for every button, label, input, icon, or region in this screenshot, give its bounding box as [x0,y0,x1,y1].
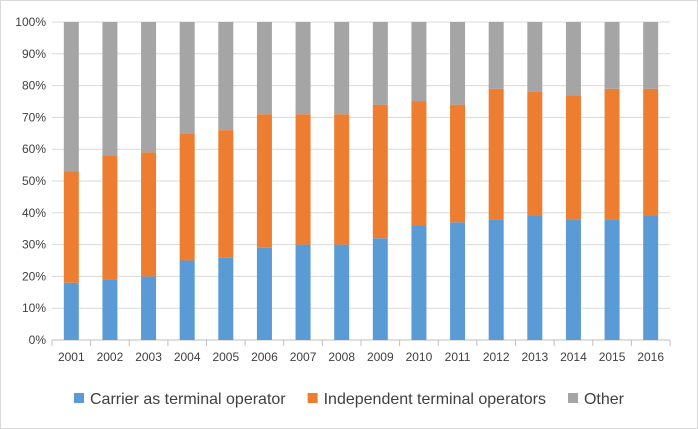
bar-independent-terminal-operators [295,114,311,245]
x-tick-label: 2007 [290,350,317,364]
bar-independent-terminal-operators [411,101,427,226]
bar-other [141,22,157,153]
y-tick-label: 10% [22,301,46,315]
bar-other [218,22,234,131]
bar-other [450,22,466,105]
y-tick-label: 50% [22,174,46,188]
bar-independent-terminal-operators [102,155,118,280]
bar-independent-terminal-operators [334,114,350,245]
bar-independent-terminal-operators [450,104,466,223]
bar-carrier-as-terminal-operator [565,219,581,340]
bar-other [565,22,581,96]
legend-swatch [73,393,84,403]
x-tick-label: 2014 [560,350,587,364]
x-tick-label: 2016 [637,350,664,364]
x-tick-label: 2009 [367,350,394,364]
bar-other [256,22,272,115]
bar-carrier-as-terminal-operator [643,215,659,340]
bar-carrier-as-terminal-operator [63,282,79,340]
bar-other [334,22,350,115]
bar-other [372,22,388,105]
y-tick-label: 30% [22,238,46,252]
bar-other [179,22,195,134]
bar-other [411,22,427,102]
x-tick-label: 2008 [328,350,355,364]
x-tick-label: 2015 [599,350,626,364]
y-tick-label: 0% [29,333,47,347]
x-tick-label: 2010 [406,350,433,364]
y-tick-label: 70% [22,110,46,124]
bar-carrier-as-terminal-operator [411,225,427,340]
bar-independent-terminal-operators [488,88,504,220]
bar-independent-terminal-operators [527,91,543,216]
x-tick-label: 2003 [135,350,162,364]
bar-other [488,22,504,89]
bar-carrier-as-terminal-operator [488,219,504,340]
x-tick-label: 2012 [483,350,510,364]
y-tick-label: 80% [22,79,46,93]
bar-independent-terminal-operators [565,95,581,220]
bar-other [102,22,118,156]
y-tick-label: 90% [22,47,46,61]
bar-independent-terminal-operators [63,171,79,283]
y-tick-label: 40% [22,206,46,220]
x-tick-label: 2004 [174,350,201,364]
y-tick-label: 100% [15,15,46,29]
bar-independent-terminal-operators [141,152,157,277]
x-tick-label: 2005 [212,350,239,364]
bar-independent-terminal-operators [256,114,272,248]
bar-independent-terminal-operators [372,104,388,239]
legend-label: Carrier as terminal operator [90,391,286,408]
bar-other [295,22,311,115]
bar-carrier-as-terminal-operator [295,244,311,340]
x-tick-label: 2006 [251,350,278,364]
legend-swatch [567,393,578,403]
bar-carrier-as-terminal-operator [102,279,118,340]
bar-carrier-as-terminal-operator [179,260,195,340]
bar-carrier-as-terminal-operator [372,238,388,340]
bar-carrier-as-terminal-operator [218,257,234,340]
legend-label: Other [584,391,625,408]
legend-swatch [307,393,318,403]
bar-independent-terminal-operators [643,88,659,216]
bar-carrier-as-terminal-operator [450,222,466,340]
bar-carrier-as-terminal-operator [527,215,543,340]
bar-carrier-as-terminal-operator [334,244,350,340]
y-tick-label: 60% [22,142,46,156]
bar-carrier-as-terminal-operator [256,247,272,340]
x-tick-label: 2001 [58,350,85,364]
bar-carrier-as-terminal-operator [604,219,620,340]
legend-label: Independent terminal operators [324,391,546,408]
bar-other [604,22,620,89]
x-tick-label: 2011 [445,350,471,364]
bar-other [527,22,543,92]
y-tick-label: 20% [22,269,46,283]
bar-independent-terminal-operators [218,130,234,258]
bar-independent-terminal-operators [604,88,620,220]
bar-other [643,22,659,89]
bar-carrier-as-terminal-operator [141,276,157,340]
bar-other [63,22,79,172]
x-tick-label: 2013 [521,350,548,364]
bar-independent-terminal-operators [179,133,195,261]
x-tick-label: 2002 [97,350,124,364]
